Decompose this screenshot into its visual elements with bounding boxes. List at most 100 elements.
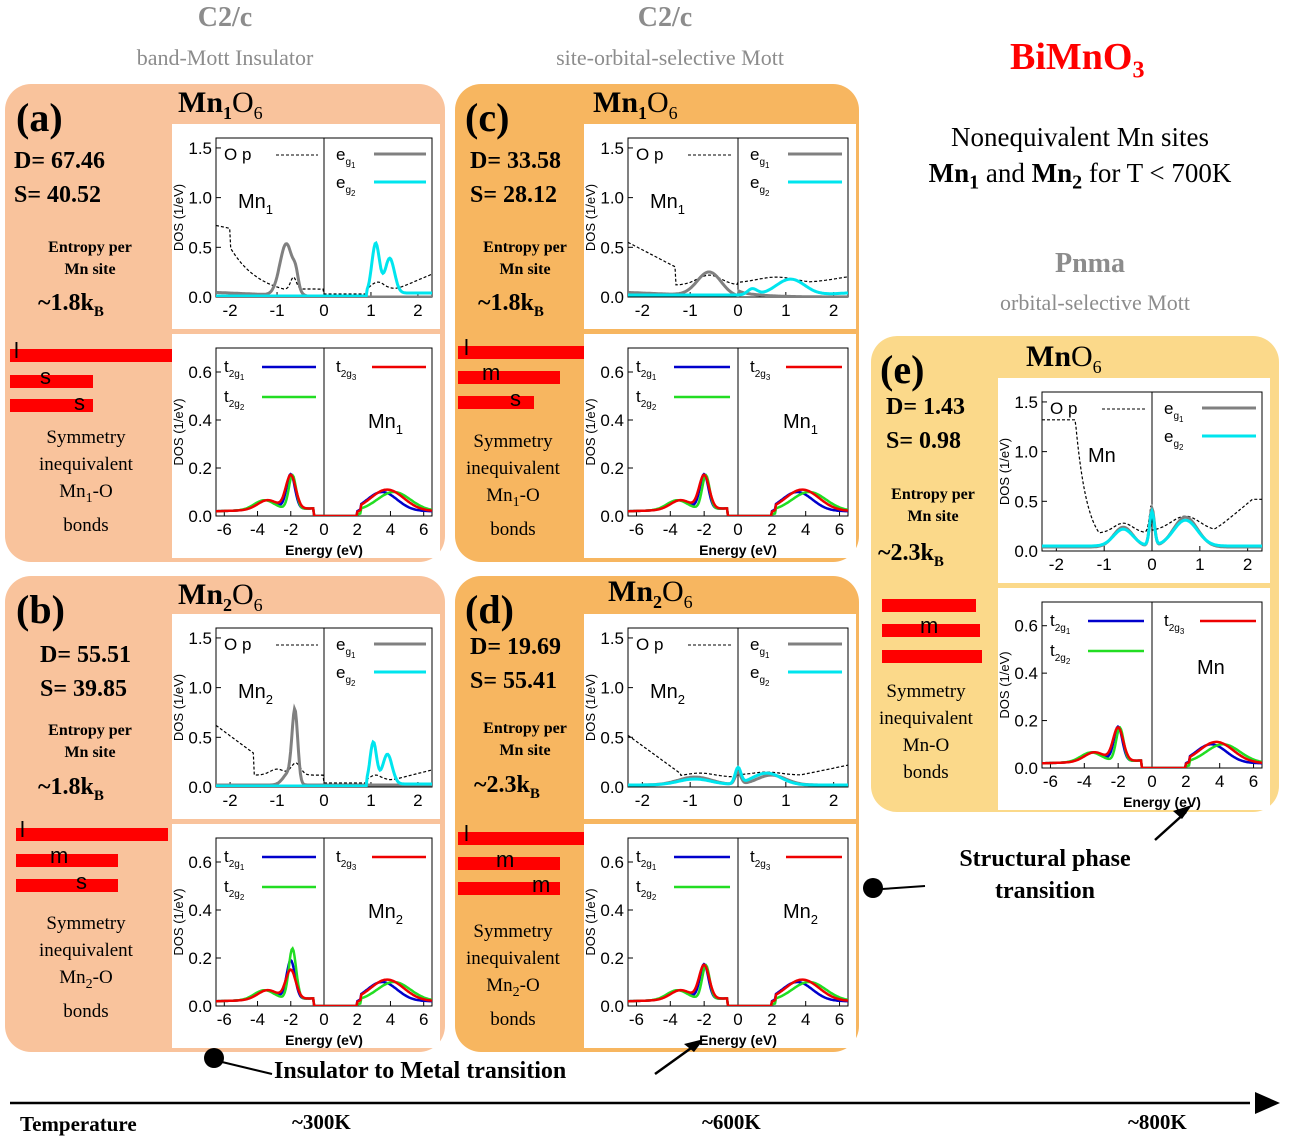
bond-label: s: [74, 390, 85, 415]
x-tick-label: 2: [352, 520, 361, 539]
dos-plot-c-eg: -2 -1 0 1 2 0.0 0.5 1.0 1.5 DOS (1/eV) O p eg1 eg2 Mn…: [584, 124, 856, 329]
y-axis-label: DOS (1/eV): [998, 651, 1012, 718]
bond-bar: [10, 375, 93, 388]
y-tick-label: 0.0: [1014, 759, 1038, 778]
x-tick-label: 0: [1147, 555, 1156, 574]
x-tick-label: 6: [835, 520, 844, 539]
y-tick-label: 1.5: [188, 139, 212, 158]
x-tick-label: -1: [683, 791, 698, 810]
site-label: Mn2: [650, 681, 685, 707]
panel-b-kb: ~1.8kB: [38, 774, 104, 804]
bond-label: l: [14, 338, 19, 363]
y-tick-label: 0.0: [600, 507, 624, 526]
connector-line: [221, 1061, 273, 1075]
panel-d-label: (d): [465, 587, 514, 632]
x-tick-label: 2: [767, 1010, 776, 1029]
panel-e-ds: D= 1.43 S= 0.98: [886, 394, 966, 454]
x-tick-label: -4: [1077, 772, 1092, 791]
t2g3-curve: [628, 963, 848, 1006]
legend-eg2: eg2: [750, 663, 770, 688]
x-tick-label: 0: [733, 520, 742, 539]
legend-t2g2: t2g2: [224, 877, 245, 902]
bond-label: l: [20, 817, 25, 842]
bond-bar: [10, 399, 93, 412]
y-tick-label: 0.4: [188, 411, 212, 430]
legend-eg1: eg1: [1164, 399, 1184, 424]
panel-d-ds: D= 19.69 S= 55.41: [470, 634, 562, 694]
panel-b-sym: Symmetry inequivalent Mn2-O bonds: [39, 913, 133, 1022]
legend-t2g3: t2g3: [336, 357, 357, 382]
y-axis-label: DOS (1/eV): [172, 888, 186, 955]
panel-a-sym: Symmetry inequivalent Mn1-O bonds: [39, 427, 133, 536]
eg2-curve: [216, 739, 432, 787]
panel-d-title: Mn2O6: [608, 575, 693, 612]
x-tick-label: 6: [1249, 772, 1258, 791]
y-axis-label: DOS (1/eV): [584, 398, 598, 465]
x-tick-label: -6: [1043, 772, 1058, 791]
temp-300: ~300K: [292, 1110, 351, 1134]
x-tick-label: 4: [386, 1010, 395, 1029]
y-tick-label: 1.0: [600, 189, 624, 208]
legend-t2g3: t2g3: [336, 847, 357, 872]
x-tick-label: 0: [1147, 772, 1156, 791]
col2-space-group: C2/c: [637, 2, 693, 33]
op-curve: [628, 734, 848, 778]
x-axis-label: Energy (eV): [285, 1032, 363, 1048]
site-label: Mn2: [783, 901, 818, 927]
y-tick-label: 0.2: [600, 949, 624, 968]
col1-phase-desc: band-Mott Insulator: [136, 45, 314, 70]
dos-plot-d-eg: -2 -1 0 1 2 0.0 0.5 1.0 1.5 DOS (1/eV) O p eg1 eg2 Mn…: [584, 614, 856, 819]
panel-a-entropy: Entropy per Mn site: [48, 239, 132, 278]
insulator-metal-label: Insulator to Metal transition: [274, 1058, 567, 1084]
y-axis-label: DOS (1/eV): [584, 888, 598, 955]
legend-eg2: eg2: [1164, 427, 1184, 452]
panel-a-kb: ~1.8kB: [38, 290, 104, 320]
x-tick-label: 4: [386, 520, 395, 539]
y-axis-label: DOS (1/eV): [584, 674, 598, 741]
site-label: Mn1: [783, 411, 818, 437]
eg2-curve: [628, 277, 848, 297]
dos-plot-a-t2g: -6 -4 -2 0 2 4 6 0.0 0.2 0.4 0.6 DOS (1/eV) Energy (…: [172, 334, 440, 558]
col3-space-group: Pnma: [1055, 248, 1125, 279]
y-tick-label: 0.5: [188, 728, 212, 747]
bond-bar: [458, 857, 560, 870]
panel-a-ds: D= 67.46 S= 40.52: [14, 148, 106, 208]
bond-label: m: [482, 360, 501, 385]
panel-c-title: Mn1O6: [593, 86, 678, 123]
dos-plot-b-t2g: -6 -4 -2 0 2 4 6 0.0 0.2 0.4 0.6 DOS (1/eV) Energy (…: [172, 824, 440, 1048]
y-tick-label: 0.2: [188, 949, 212, 968]
y-tick-label: 0.4: [600, 901, 624, 920]
x-tick-label: 2: [1243, 555, 1252, 574]
x-axis-label: Energy (eV): [699, 1032, 777, 1048]
arrow-line: [1154, 811, 1187, 841]
panel-b-label: (b): [16, 587, 65, 632]
y-tick-label: 0.5: [600, 728, 624, 747]
x-tick-label: -4: [250, 520, 265, 539]
op-curve: [628, 241, 848, 286]
col2-phase-desc: site-orbital-selective Mott: [556, 45, 784, 70]
temp-600: ~600K: [702, 1110, 761, 1134]
temp-800: ~800K: [1128, 1110, 1187, 1134]
panel-d-entropy: Entropy per Mn site: [483, 720, 567, 759]
legend-eg1: eg1: [750, 145, 770, 170]
x-tick-label: 2: [767, 520, 776, 539]
site-label: Mn1: [238, 191, 273, 217]
x-tick-label: 2: [829, 791, 838, 810]
bond-label: s: [510, 386, 521, 411]
bond-bar: [16, 828, 168, 841]
legend-t2g2: t2g2: [1050, 641, 1071, 666]
y-tick-label: 0.2: [188, 459, 212, 478]
structural-transition-label: Structural phase transition: [959, 846, 1131, 904]
bond-bar: [458, 346, 584, 359]
y-tick-label: 0.0: [188, 507, 212, 526]
eg2-curve: [628, 765, 848, 787]
panel-d-kb: ~2.3kB: [474, 772, 540, 802]
legend-t2g2: t2g2: [636, 387, 657, 412]
x-tick-label: 6: [419, 520, 428, 539]
bond-bar: [16, 854, 118, 867]
x-tick-label: -2: [1111, 772, 1126, 791]
x-tick-label: 4: [801, 520, 810, 539]
legend-eg2: eg2: [336, 663, 356, 688]
connector-line: [881, 885, 926, 890]
x-tick-label: 2: [829, 301, 838, 320]
